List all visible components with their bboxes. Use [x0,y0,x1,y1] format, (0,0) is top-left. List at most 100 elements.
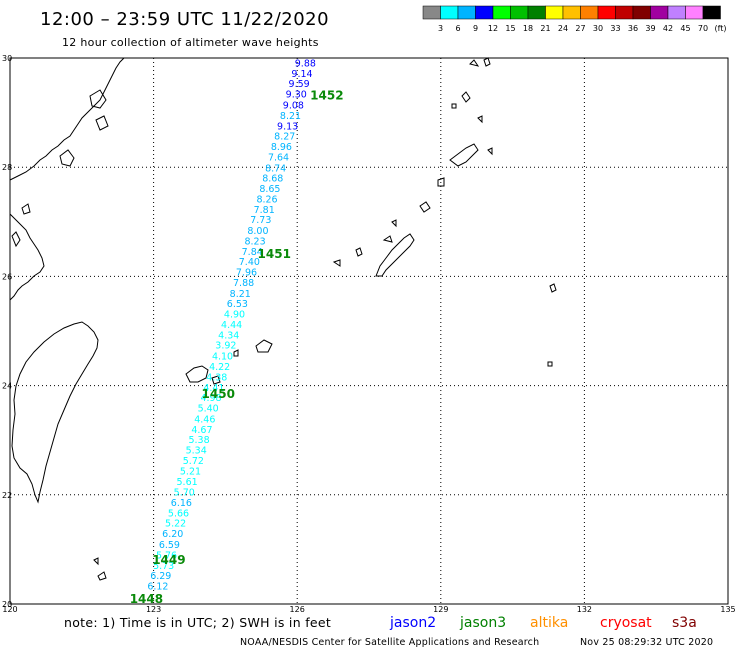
swh-value: 5.22 [165,519,186,530]
swh-value: 5.76 [156,550,177,561]
swh-value: 8.74 [265,163,286,174]
swh-value: 9.13 [277,121,298,132]
swh-value: 5.72 [183,456,204,467]
legend-label: 9 [473,24,478,33]
swh-value: 8.00 [247,226,268,237]
swh-value: 6.20 [162,529,183,540]
swh-value: 8.27 [274,132,295,143]
swh-value: 8.21 [280,111,301,122]
swh-value: 5.73 [153,561,174,572]
swh-value: 7.81 [254,205,275,216]
legend-swatch [685,5,704,20]
satellite-name-altika: altika [530,615,568,631]
time-label: 1448 [130,592,163,606]
satellite-name-cryosat: cryosat [600,615,652,631]
amami-islands [449,143,479,167]
map-subtitle: 12 hour collection of altimeter wave hei… [62,36,319,49]
swh-value: 9.59 [289,79,310,90]
lon-tick-label: 135 [720,605,735,614]
swh-value: 8.68 [262,174,283,185]
swh-value: 8.23 [244,236,265,247]
swh-value: 9.88 [295,58,316,69]
lon-tick-label: 129 [433,605,448,614]
china-coastline [9,213,45,301]
legend-label: 45 [680,24,690,33]
swh-value: 5.21 [180,466,201,477]
swh-value: 4.38 [206,372,227,383]
swh-value: 9.30 [286,90,307,101]
lon-tick-label: 120 [2,605,17,614]
legend-swatch [650,5,669,20]
time-labels: 1452 1451 1450 1449 1448 [130,89,344,606]
time-label: 1451 [258,247,291,261]
legend-label: 42 [663,24,673,33]
swh-value: 7.88 [233,278,254,289]
units-note: note: 1) Time is in UTC; 2) SWH is in fe… [64,615,331,630]
lon-tick-label: 132 [577,605,592,614]
satellite-name-jason3: jason3 [459,615,506,631]
legend-swatch [702,5,721,20]
time-label: 1449 [152,553,185,567]
swh-value: 5.66 [168,508,189,519]
lat-tick-label: 22 [2,491,12,500]
swh-value: 4.98 [200,393,221,404]
color-legend: 3 6 9 12 15 18 21 24 27 30 33 36 39 42 45 70 (ft) [422,5,727,33]
okinawa-coastline [375,233,415,277]
map-frame [9,57,729,605]
swh-value: 8.26 [256,194,277,205]
legend-label: (ft) [714,24,726,33]
lon-tick-label: 126 [290,605,305,614]
swh-value: 4.90 [224,310,245,321]
legend-swatch [667,5,686,20]
map-plot-area: 9.889.149.599.309.088.219.138.278.967.64… [9,57,729,606]
swh-value: 6.12 [147,582,168,593]
legend-swatch [492,5,511,20]
legend-label: 15 [505,24,515,33]
legend-label: 24 [558,24,568,33]
swh-value: 5.34 [186,446,207,457]
legend-label: 3 [438,24,443,33]
satellite-name-jason2: jason2 [389,615,436,631]
swh-value: 7.40 [239,257,260,268]
swh-value: 4.67 [191,425,212,436]
legend-label: 36 [628,24,638,33]
time-label: 1450 [202,387,235,401]
swh-value: 7.64 [268,152,289,163]
credit-text: NOAA/NESDIS Center for Satellite Applica… [240,637,539,648]
swh-value: 7.96 [236,268,257,279]
lat-tick-label: 28 [2,163,12,172]
legend-swatch [597,5,616,20]
swh-value: 8.65 [259,184,280,195]
legend-swatch [475,5,494,20]
map-title: 12:00 – 23:59 UTC 11/22/2020 [40,9,329,30]
time-label: 1452 [310,89,343,103]
legend-label: 30 [593,24,603,33]
swh-value: 5.70 [174,488,195,499]
swh-value: 6.53 [227,299,248,310]
swh-value: 6.59 [159,540,180,551]
lat-tick-label: 24 [2,382,12,391]
lat-tick-label: 30 [2,54,12,63]
lat-tick-label: 20 [2,600,12,609]
swh-value: 9.08 [283,101,304,112]
swh-value: 4.44 [221,320,242,331]
legend-swatch [562,5,581,20]
swh-value: 3.92 [215,341,236,352]
miyako-island [255,339,273,353]
legend-label: 33 [610,24,620,33]
taiwan-coastline [11,321,99,504]
swh-value-track: 9.889.149.599.309.088.219.138.278.967.64… [147,58,316,592]
legend-swatch [510,5,529,20]
legend-label: 21 [540,24,550,33]
legend-label: 27 [575,24,585,33]
swh-value: 7.84 [242,247,263,258]
swh-value: 4.10 [212,352,233,363]
satellite-legend: jason2 jason3 altika cryosat s3a [389,615,697,631]
legend-label: 6 [455,24,460,33]
timestamp-text: Nov 25 08:29:32 UTC 2020 [580,637,713,648]
coastlines [9,57,557,581]
swh-value: 9.14 [291,69,312,80]
legend-label: 70 [698,24,708,33]
legend-swatch [545,5,564,20]
